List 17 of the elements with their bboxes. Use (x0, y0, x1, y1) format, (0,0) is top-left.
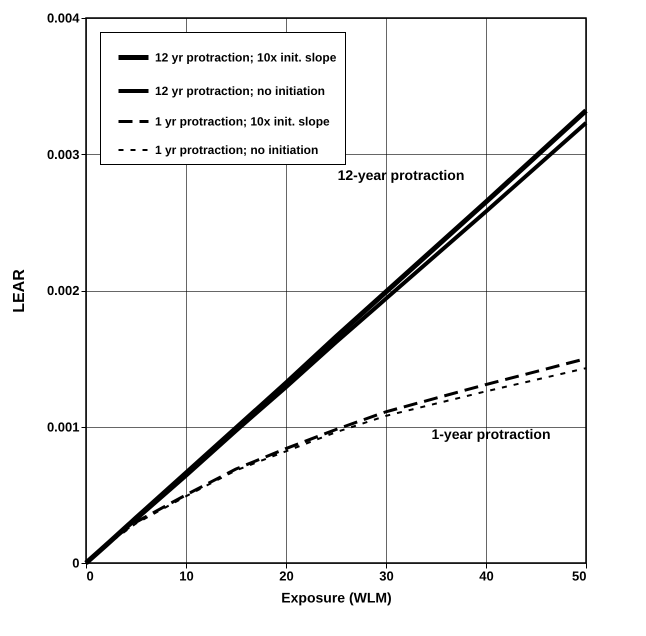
y-tick-label: 0 (72, 556, 80, 570)
y-tick-label: 0.001 (46, 419, 80, 434)
x-tick-label: 0 (86, 568, 94, 584)
x-axis-title: Exposure (WLM) (281, 590, 392, 606)
y-tick-label: 0.002 (46, 283, 80, 298)
y-tick-label: 0.003 (46, 146, 80, 162)
legend-label: 12 yr protraction; 10x init. slope (155, 50, 337, 64)
x-tick-label: 30 (379, 568, 394, 584)
x-tick-label: 50 (572, 568, 586, 584)
x-tick-label: 20 (279, 568, 294, 584)
y-axis-title: LEAR (10, 268, 28, 313)
x-tick-label: 40 (479, 568, 494, 584)
legend-label: 1 yr protraction; no initiation (155, 143, 318, 157)
y-tick-label: 0.004 (46, 10, 80, 26)
legend-label: 12 yr protraction; no initiation (155, 84, 326, 98)
x-tick-label: 10 (179, 568, 194, 584)
legend-label: 1 yr protraction; 10x init. slope (155, 114, 330, 128)
